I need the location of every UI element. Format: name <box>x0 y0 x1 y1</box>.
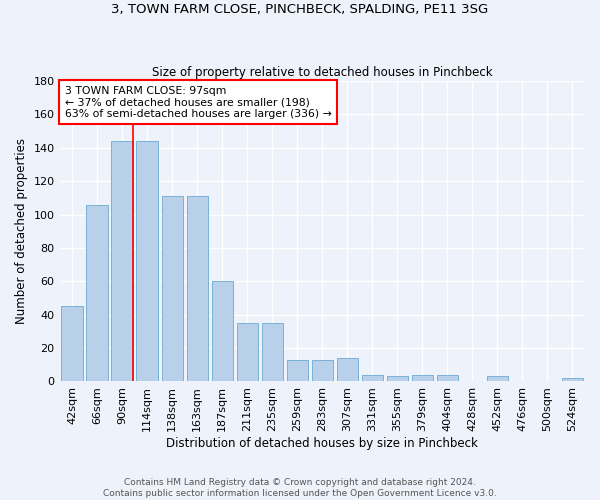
Bar <box>262 323 283 382</box>
Bar <box>487 376 508 382</box>
Bar <box>437 375 458 382</box>
Title: Size of property relative to detached houses in Pinchbeck: Size of property relative to detached ho… <box>152 66 493 78</box>
Bar <box>187 196 208 382</box>
Y-axis label: Number of detached properties: Number of detached properties <box>15 138 28 324</box>
Bar <box>412 375 433 382</box>
Bar <box>112 141 133 382</box>
Bar <box>161 196 183 382</box>
Bar <box>236 323 258 382</box>
Bar <box>311 360 333 382</box>
Text: 3, TOWN FARM CLOSE, PINCHBECK, SPALDING, PE11 3SG: 3, TOWN FARM CLOSE, PINCHBECK, SPALDING,… <box>112 2 488 16</box>
Bar <box>61 306 83 382</box>
Bar <box>362 375 383 382</box>
Text: 3 TOWN FARM CLOSE: 97sqm
← 37% of detached houses are smaller (198)
63% of semi-: 3 TOWN FARM CLOSE: 97sqm ← 37% of detach… <box>65 86 332 119</box>
Text: Contains HM Land Registry data © Crown copyright and database right 2024.
Contai: Contains HM Land Registry data © Crown c… <box>103 478 497 498</box>
Bar <box>337 358 358 382</box>
Bar <box>387 376 408 382</box>
Bar <box>562 378 583 382</box>
Bar <box>86 204 108 382</box>
Bar <box>136 141 158 382</box>
Bar <box>212 282 233 382</box>
X-axis label: Distribution of detached houses by size in Pinchbeck: Distribution of detached houses by size … <box>166 437 478 450</box>
Bar <box>287 360 308 382</box>
